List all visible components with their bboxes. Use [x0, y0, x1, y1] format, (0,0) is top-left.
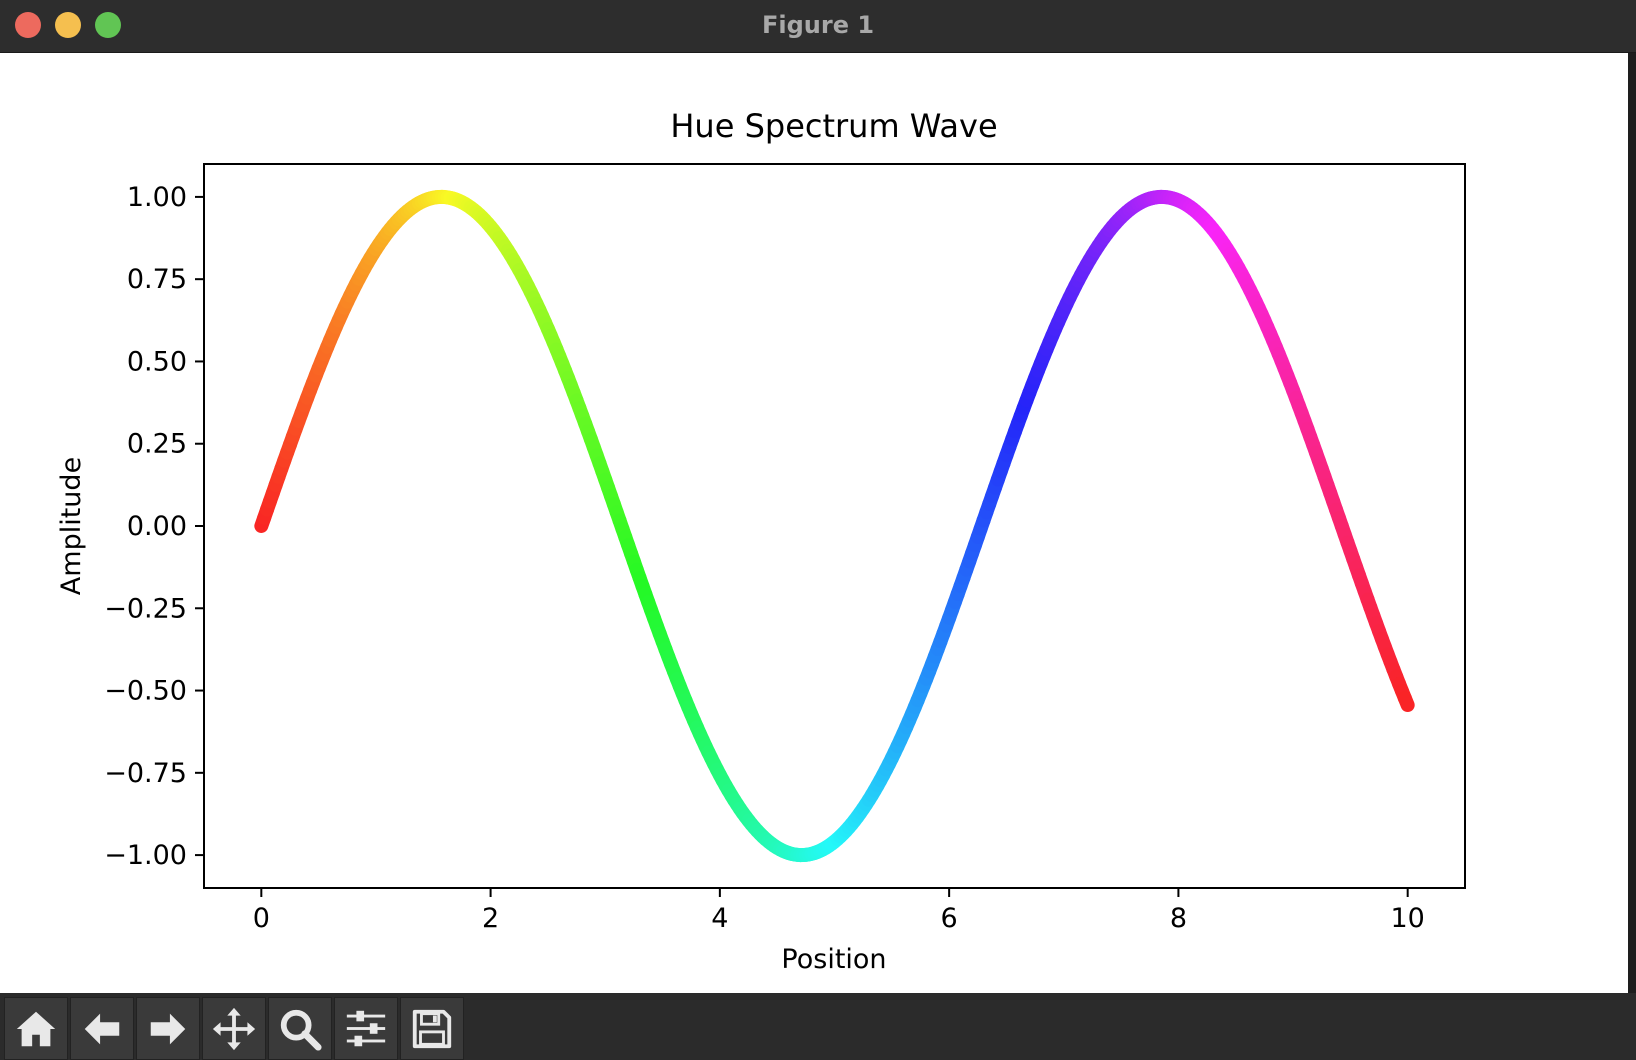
x-axis: 0 2 4 6 8 10 — [253, 888, 1425, 934]
x-tick-label: 4 — [711, 903, 728, 934]
y-tick-label: −1.00 — [104, 840, 187, 871]
chart-title: Hue Spectrum Wave — [670, 107, 997, 145]
y-axis: 1.00 0.75 0.50 0.25 0.00 −0.25 −0.50 −0.75 −1.00 — [104, 182, 204, 871]
window-edge — [1628, 53, 1636, 993]
forward-button[interactable] — [136, 997, 200, 1060]
figure-canvas: Hue Spectrum Wave 0 2 4 6 8 10 1.00 0.75 0.50 0.… — [0, 53, 1628, 993]
home-button[interactable] — [4, 997, 68, 1060]
y-tick-label: 0.25 — [127, 429, 187, 460]
back-button[interactable] — [70, 997, 134, 1060]
x-tick-label: 2 — [482, 903, 499, 934]
y-tick-label: 0.50 — [127, 346, 187, 377]
sine-curve — [254, 189, 1415, 863]
y-tick-label: −0.50 — [104, 676, 187, 707]
move-icon — [212, 1007, 256, 1050]
y-tick-label: −0.25 — [104, 593, 187, 624]
home-icon — [16, 1011, 56, 1046]
window-title: Figure 1 — [761, 11, 875, 39]
maximize-window-button[interactable] — [95, 12, 121, 38]
x-tick-label: 8 — [1170, 903, 1187, 934]
y-tick-label: 0.00 — [127, 511, 187, 542]
chart: Hue Spectrum Wave 0 2 4 6 8 10 1.00 0.75 0.50 0.… — [56, 107, 1466, 975]
configure-subplots-button[interactable] — [334, 997, 398, 1060]
y-tick-label: 0.75 — [127, 264, 187, 295]
x-tick-label: 10 — [1391, 903, 1425, 934]
window-titlebar: Figure 1 — [0, 0, 1636, 53]
magnifier-icon — [280, 1009, 322, 1051]
arrow-right-icon — [150, 1013, 186, 1044]
x-tick-label: 0 — [253, 903, 270, 934]
y-tick-label: 1.00 — [127, 182, 187, 213]
minimize-window-button[interactable] — [55, 12, 81, 38]
x-tick-label: 6 — [941, 903, 958, 934]
axes-frame — [203, 163, 1466, 889]
save-button[interactable] — [400, 997, 464, 1060]
arrow-left-icon — [84, 1013, 120, 1044]
x-axis-label: Position — [781, 944, 886, 975]
close-window-button[interactable] — [15, 12, 41, 38]
zoom-button[interactable] — [268, 997, 332, 1060]
y-tick-label: −0.75 — [104, 758, 187, 789]
navigation-toolbar — [0, 993, 1636, 1060]
y-axis-label: Amplitude — [56, 457, 87, 595]
floppy-disk-icon — [412, 1009, 452, 1048]
sliders-icon — [346, 1010, 386, 1046]
curve-segment — [1397, 691, 1415, 713]
pan-button[interactable] — [202, 997, 266, 1060]
